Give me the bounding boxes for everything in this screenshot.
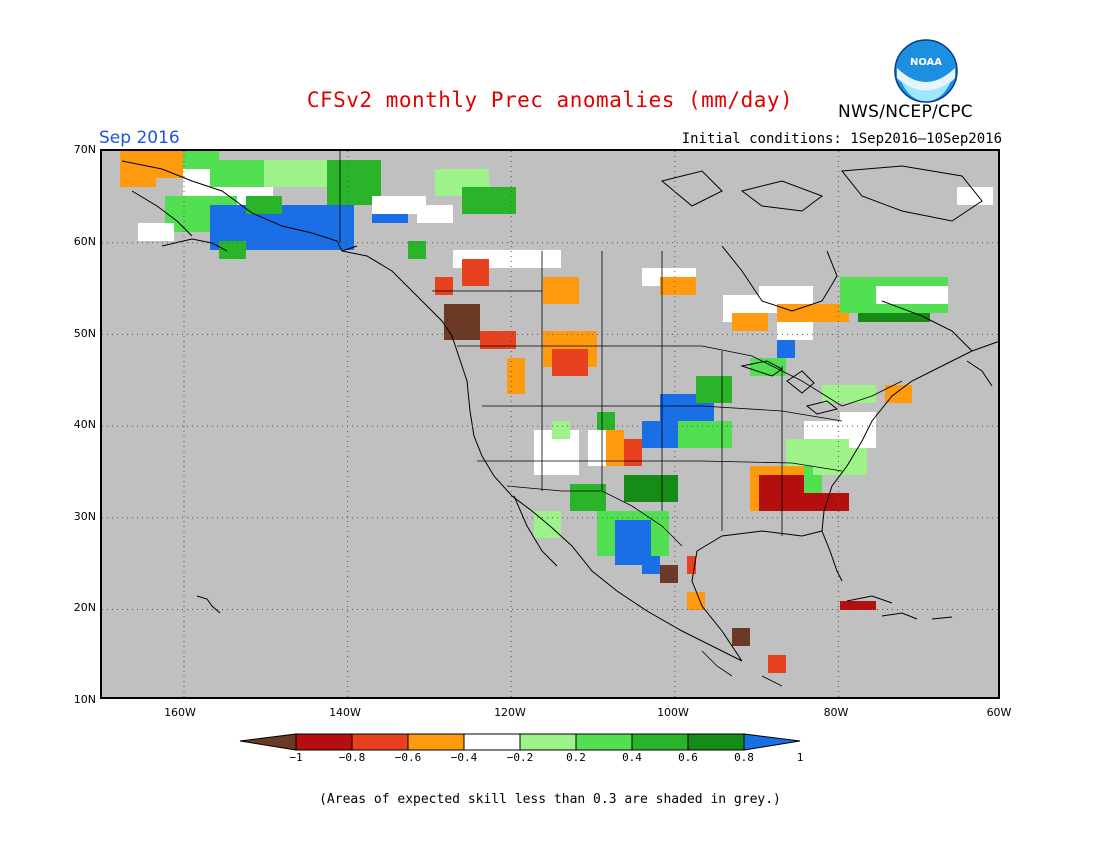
colorbar-tick-label: −0.4 (450, 751, 478, 764)
colorbar-box (295, 733, 353, 751)
map-panel (100, 149, 1000, 699)
anomaly-cell (777, 304, 849, 322)
anomaly-cell (624, 439, 642, 466)
lat-label-30n: 30N (73, 510, 96, 523)
anomaly-cell (660, 565, 678, 583)
colorbar-tick-label: −0.2 (506, 751, 534, 764)
anomaly-cell (372, 196, 426, 214)
anomaly-cell (858, 313, 930, 322)
anomaly-cell (822, 385, 876, 403)
initial-conditions: Initial conditions: 1Sep2016—10Sep2016 (681, 131, 1002, 147)
anomaly-cell (120, 151, 192, 178)
anomaly-cell (696, 376, 732, 403)
anomaly-cell (597, 412, 615, 430)
anomaly-cell (462, 187, 516, 214)
anomaly-cell (768, 655, 786, 673)
anomaly-cell (507, 250, 561, 268)
colorbar-tick-label: 0.6 (678, 751, 698, 764)
colorbar-low-arrow (239, 733, 297, 751)
anomaly-cell (777, 340, 795, 358)
colorbar-tick-label: −0.8 (338, 751, 366, 764)
colorbar-high-arrow (743, 733, 801, 751)
anomaly-cell (822, 493, 849, 511)
colorbar (239, 733, 801, 751)
anomaly-cell (849, 421, 876, 448)
anomaly-cell (840, 601, 876, 610)
anomaly-cell (219, 241, 246, 259)
anomaly-cell (408, 241, 426, 259)
lon-label-160w: 160W (164, 706, 196, 719)
colorbar-tick-label: −0.6 (394, 751, 422, 764)
anomaly-cell (606, 430, 624, 466)
colorbar-tick-label: 0.2 (566, 751, 586, 764)
lat-label-70n: 70N (73, 143, 96, 156)
colorbar-box (687, 733, 745, 751)
anomaly-cell (507, 358, 525, 394)
anomaly-cell (246, 196, 282, 214)
lat-label-40n: 40N (73, 418, 96, 431)
lon-label-80w: 80W (823, 706, 849, 719)
anomaly-cell (876, 286, 948, 304)
lon-label-100w: 100W (657, 706, 689, 719)
colorbar-tick-label: 0.8 (734, 751, 754, 764)
noaa-logo: NOAA (894, 39, 958, 103)
anomaly-cell (120, 178, 156, 187)
anomaly-cells (120, 151, 993, 673)
lat-label-60n: 60N (73, 235, 96, 248)
anomaly-cell (543, 277, 579, 304)
coastlines (121, 160, 998, 662)
map-title: CFSv2 monthly Prec anomalies (mm/day) (306, 88, 794, 112)
anomaly-cell (750, 358, 786, 376)
anomaly-cell (552, 421, 570, 439)
anomaly-cell (435, 277, 453, 295)
political-borders (339, 151, 903, 687)
colorbar-tick-label: 1 (796, 751, 804, 764)
anomaly-cell (777, 322, 813, 340)
agency-label: NWS/NCEP/CPC (838, 102, 973, 122)
lat-label-20n: 20N (73, 601, 96, 614)
colorbar-box (351, 733, 409, 751)
forecast-month: Sep 2016 (99, 128, 180, 148)
anomaly-cell (570, 484, 606, 511)
anomaly-cell (678, 421, 732, 448)
lon-label-60w: 60W (986, 706, 1012, 719)
colorbar-box (463, 733, 521, 751)
anomaly-cell (642, 421, 678, 448)
graticule (102, 151, 998, 697)
colorbar-box (575, 733, 633, 751)
anomaly-cell (138, 223, 174, 241)
colorbar-box (519, 733, 577, 751)
anomaly-cell (372, 214, 408, 223)
lon-label-140w: 140W (329, 706, 361, 719)
anomaly-cell (642, 556, 660, 574)
anomaly-cell (687, 556, 696, 574)
logo-text: NOAA (910, 57, 942, 68)
anomaly-cell (462, 259, 489, 286)
anomaly-map (102, 151, 998, 697)
anomaly-cell (732, 313, 768, 331)
colorbar-box (407, 733, 465, 751)
lat-label-50n: 50N (73, 327, 96, 340)
anomaly-cell (732, 628, 750, 646)
skill-note: (Areas of expected skill less than 0.3 a… (319, 792, 781, 807)
anomaly-cell (660, 277, 696, 295)
anomaly-cell (687, 592, 705, 610)
anomaly-cell (417, 205, 453, 223)
colorbar-box (631, 733, 689, 751)
lat-label-10n: 10N (73, 693, 96, 706)
colorbar-tick-label: 0.4 (622, 751, 642, 764)
anomaly-cell (552, 349, 588, 376)
anomaly-cell (885, 385, 912, 403)
colorbar-tick-label: −1 (289, 751, 303, 764)
lon-label-120w: 120W (494, 706, 526, 719)
anomaly-cell (624, 475, 678, 502)
anomaly-cell (480, 331, 516, 349)
anomaly-cell (957, 187, 993, 205)
